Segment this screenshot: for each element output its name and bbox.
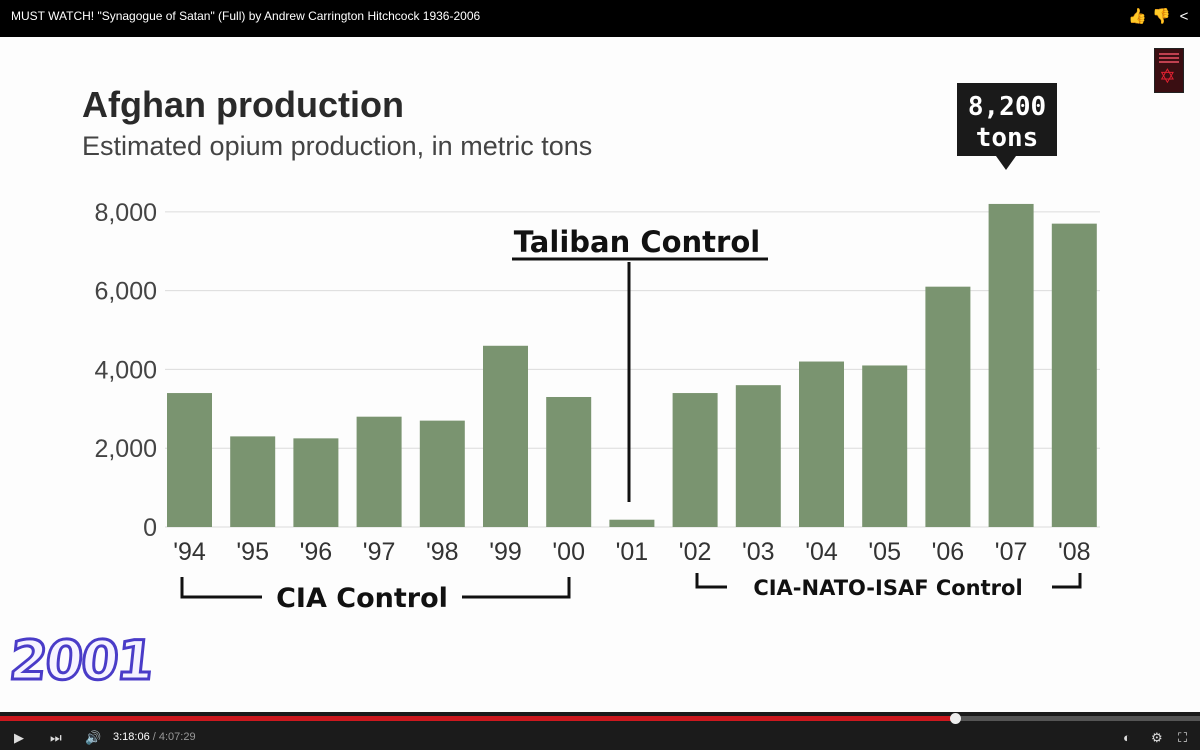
- chart-subtitle: Estimated opium production, in metric to…: [82, 131, 592, 161]
- x-tick-label: '03: [742, 538, 775, 566]
- nato-label: CIA-NATO-ISAF Control: [753, 576, 1022, 600]
- year-watermark: 2001: [5, 628, 157, 694]
- chart-title: Afghan production: [82, 84, 404, 125]
- taliban-label: Taliban Control: [514, 225, 760, 259]
- y-tick-label: 2,000: [94, 435, 157, 463]
- x-tick-label: '01: [616, 538, 649, 566]
- x-tick-label: '94: [173, 538, 206, 566]
- progress-bar[interactable]: [0, 713, 1200, 724]
- x-tick-label: '99: [489, 538, 522, 566]
- time-separator: /: [149, 731, 159, 743]
- bar-96: [293, 438, 339, 527]
- bar-97: [356, 416, 402, 527]
- nato-annotation: CIA-NATO-ISAF Control: [695, 573, 1082, 600]
- time-display: 3:18:06 / 4:07:29: [113, 731, 196, 743]
- x-tick-label: '06: [932, 538, 965, 566]
- bar-98: [419, 420, 465, 527]
- video-frame[interactable]: Afghan production Estimated opium produc…: [0, 37, 1200, 712]
- callout-unit: tons: [976, 123, 1039, 153]
- bar-95: [230, 436, 276, 527]
- callout-value: 8,200: [968, 92, 1046, 122]
- x-tick-label: '04: [805, 538, 838, 566]
- share-icon[interactable]: <: [1179, 8, 1189, 25]
- badge-bars: [1159, 53, 1179, 63]
- x-tick-label: '95: [236, 538, 269, 566]
- title-bar: MUST WATCH! "Synagogue of Satan" (Full) …: [0, 0, 1200, 37]
- x-tick-label: '00: [552, 538, 585, 566]
- bar-08: [1051, 223, 1097, 527]
- y-tick-label: 8,000: [94, 199, 157, 227]
- bar-06: [925, 286, 971, 527]
- callout-pointer: [996, 156, 1016, 170]
- peak-callout: 8,200 tons: [957, 83, 1057, 170]
- y-tick-label: 6,000: [94, 278, 157, 306]
- bar-02: [672, 393, 718, 527]
- x-tick-label: '08: [1058, 538, 1091, 566]
- player-controls: ▶ ⏭ 🔊 3:18:06 / 4:07:29 ◐ ⚙ ⛶: [0, 712, 1200, 750]
- bar-01: [609, 519, 655, 527]
- volume-icon[interactable]: 🔊: [85, 730, 102, 745]
- x-tick-label: '97: [363, 538, 396, 566]
- play-icon[interactable]: ▶: [14, 730, 24, 745]
- current-time: 3:18:06: [113, 731, 150, 743]
- x-tick-label: '98: [426, 538, 459, 566]
- star-icon: ✡: [1159, 66, 1176, 88]
- bar-94: [167, 393, 212, 527]
- video-title: MUST WATCH! "Synagogue of Satan" (Full) …: [11, 9, 481, 23]
- x-tick-label: '96: [300, 538, 333, 566]
- bar-03: [735, 385, 781, 527]
- x-tick-label: '07: [995, 538, 1028, 566]
- bar-04: [799, 361, 844, 527]
- thumbs-up-icon[interactable]: 👍: [1128, 8, 1147, 25]
- cia-label: CIA Control: [276, 583, 448, 614]
- settings-gear-icon[interactable]: ⚙: [1151, 730, 1163, 745]
- x-tick-label: '02: [679, 538, 712, 566]
- thumbs-down-icon[interactable]: 👎: [1152, 8, 1171, 25]
- callout-box: [957, 83, 1057, 156]
- top-actions: 👍 👎 <: [1128, 7, 1192, 27]
- bar-00: [546, 396, 592, 527]
- x-tick-label: '05: [868, 538, 901, 566]
- channel-badge[interactable]: ✡: [1154, 48, 1184, 93]
- taliban-annotation: Taliban Control: [512, 225, 768, 502]
- bar-05: [862, 365, 908, 527]
- progress-thumb[interactable]: [950, 713, 962, 724]
- y-tick-label: 4,000: [94, 356, 157, 384]
- cia-annotation: CIA Control: [180, 577, 571, 614]
- captions-icon[interactable]: ◐: [1123, 730, 1131, 745]
- bar-99: [483, 345, 528, 527]
- fullscreen-icon[interactable]: ⛶: [1178, 730, 1188, 745]
- opium-chart: Afghan production Estimated opium produc…: [82, 83, 1100, 614]
- next-icon[interactable]: ⏭: [50, 730, 62, 745]
- progress-fill: [0, 716, 956, 721]
- duration: 4:07:29: [158, 731, 196, 743]
- bar-07: [988, 203, 1034, 527]
- y-tick-label: 0: [143, 514, 157, 542]
